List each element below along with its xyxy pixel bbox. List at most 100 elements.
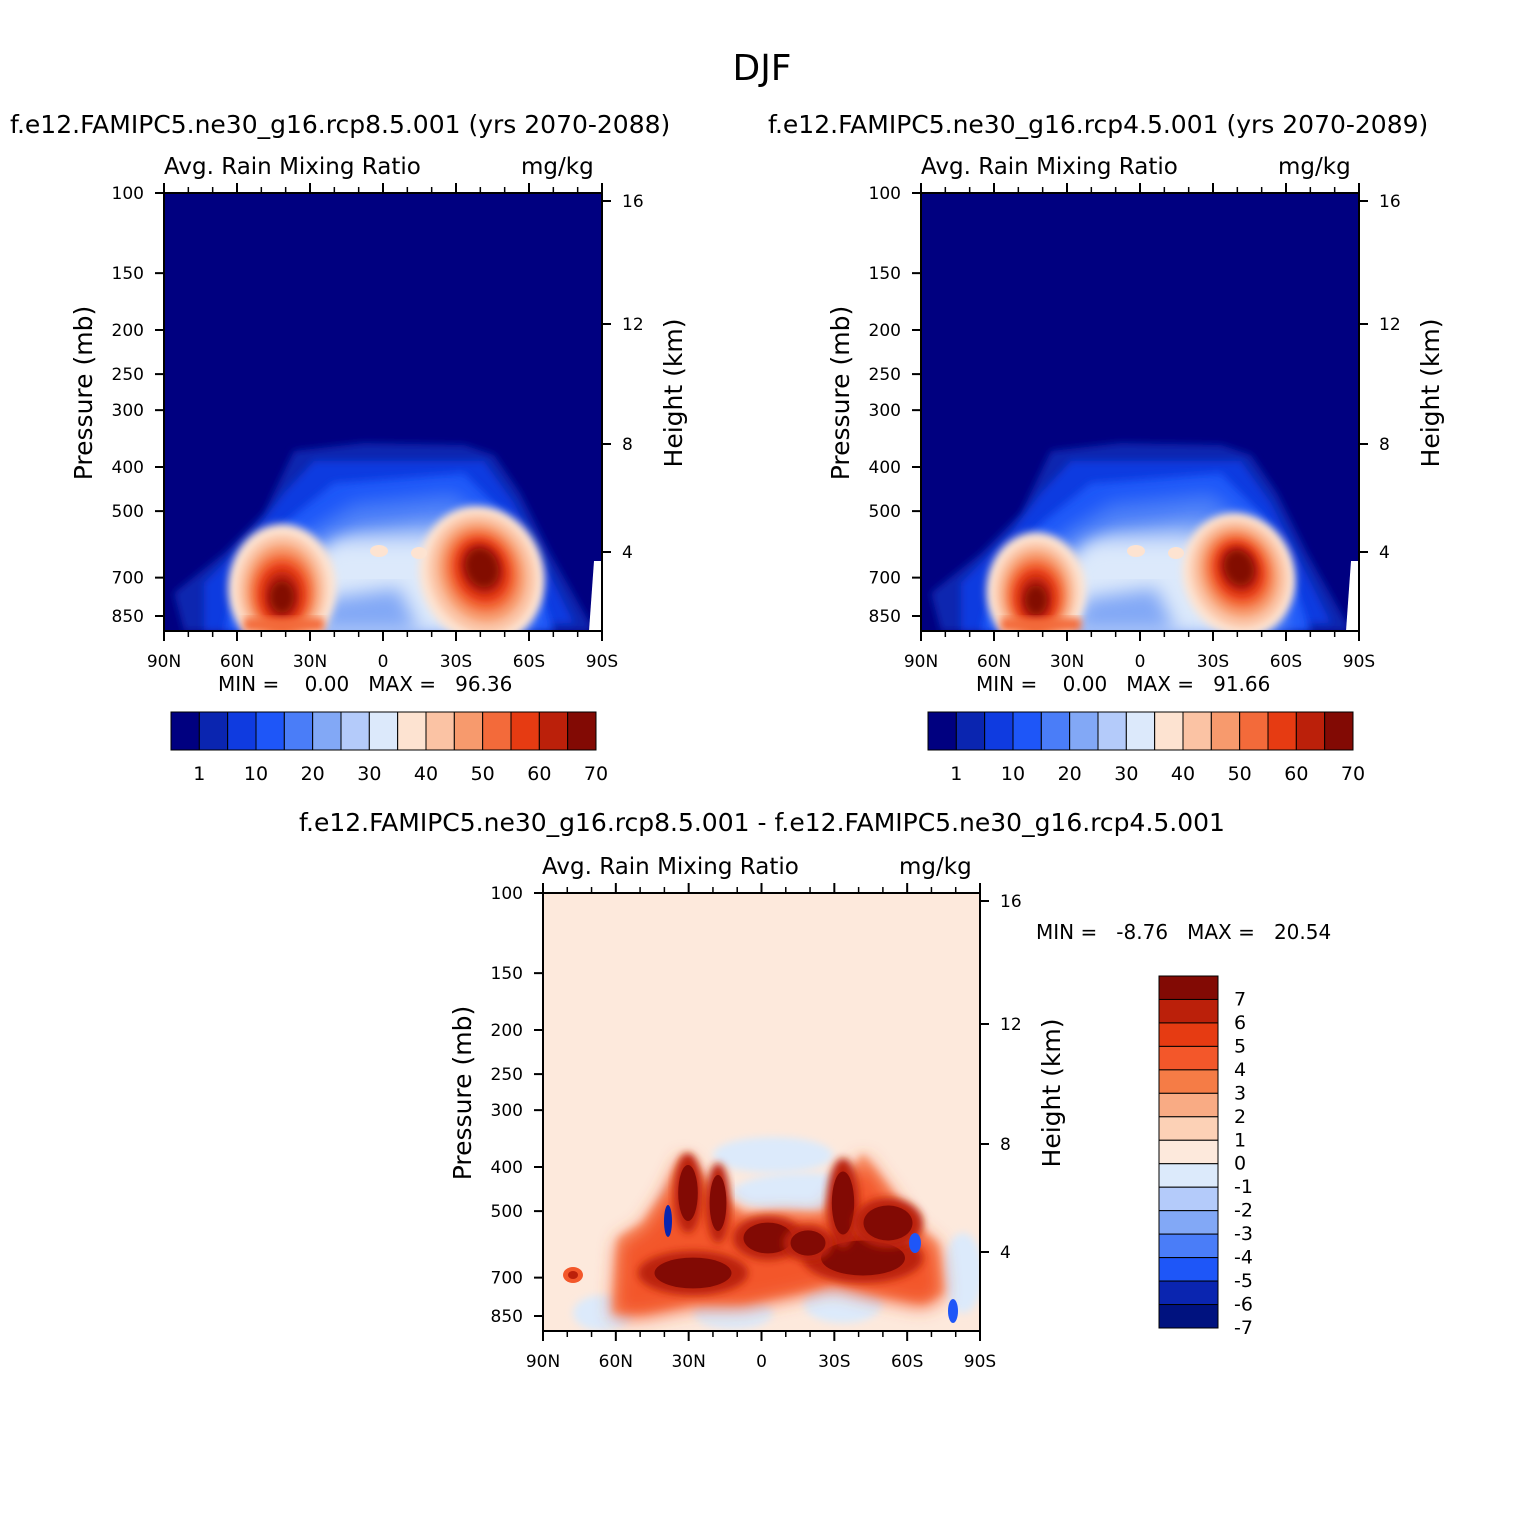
colorbar-d-box [1158, 1210, 1219, 1235]
y-tick-label: 850 [869, 607, 901, 627]
colorbar-d-box [1158, 1139, 1219, 1165]
colorbar-a-box [425, 711, 455, 751]
colorbar-b-label: 50 [1228, 763, 1252, 785]
contour-level-14 [1024, 585, 1048, 615]
y2-tick-label: 12 [622, 315, 644, 335]
colorbar-a-box [255, 711, 285, 751]
y-tick-label: 300 [869, 401, 901, 421]
colorbar-a-label: 1 [193, 763, 205, 785]
y2-tick-label: 8 [1000, 1135, 1011, 1155]
x-tick-label: 0 [1135, 652, 1146, 672]
colorbar-b-box [1182, 711, 1212, 751]
y-tick-label: 500 [869, 502, 901, 522]
y-axis-label: Pressure (mb) [448, 1006, 477, 1180]
colorbar-a-label: 40 [414, 763, 438, 785]
panel-b-plot: 90N 60N 30N 0 30S 60S 90S 100 150 200 250 300 400 500… [826, 183, 1445, 672]
y-axis-label: Pressure (mb) [69, 306, 98, 480]
colorbar-d-label: 6 [1234, 1012, 1246, 1034]
colorbar-b-box [1154, 711, 1184, 751]
colorbar-d-label: 1 [1234, 1129, 1246, 1151]
y-tick-label: 500 [112, 502, 144, 522]
colorbar-a-box [198, 711, 229, 751]
panel-a-plot: 90N 60N 30N 0 30S 60S 90S 100 150 200 250 300 400 500… [69, 183, 688, 672]
y-tick-label: 250 [491, 1065, 523, 1085]
colorbar-b-box [1125, 711, 1156, 751]
colorbar-b-box [1040, 711, 1071, 751]
colorbar-d-label: 5 [1234, 1035, 1246, 1057]
y2-tick-label: 16 [1000, 892, 1022, 912]
contour-level-5 [314, 588, 419, 631]
colorbar-a-box [312, 711, 342, 751]
colorbar-a-box [538, 711, 569, 751]
colorbar-d-box [1158, 1233, 1219, 1259]
contour-level-8 [411, 547, 427, 559]
x-tick-label: 0 [378, 652, 389, 672]
colorbar-b-box [1267, 711, 1297, 751]
y-tick-label: 250 [112, 365, 144, 385]
y2-tick-label: 12 [1379, 315, 1401, 335]
y2-tick-label: 4 [622, 543, 633, 563]
colorbar-b-box [1069, 711, 1099, 751]
y2-axis-label: Height (km) [659, 319, 688, 468]
x-tick-label: 30N [293, 652, 327, 672]
panel-a-units: mg/kg [521, 154, 594, 180]
y2-axis-label: Height (km) [1037, 1019, 1066, 1168]
contour-level-14 [465, 548, 499, 588]
y-tick-label: 100 [491, 884, 523, 904]
colorbar-d-label: 2 [1234, 1106, 1246, 1128]
y-tick-label: 200 [491, 1021, 523, 1041]
colorbar-b-label: 30 [1114, 763, 1138, 785]
colorbar-d-label: 0 [1234, 1153, 1246, 1175]
contour-level-neg1 [713, 1137, 833, 1173]
contour-level-7 [709, 1175, 727, 1231]
contour-field [921, 193, 1359, 631]
x-tick-label: 60N [977, 652, 1011, 672]
x-tick-label: 90N [526, 1352, 560, 1372]
colorbar-d-box [1158, 1045, 1219, 1071]
x-tick-label: 90S [964, 1352, 996, 1372]
colorbar-d-box [1158, 1069, 1219, 1094]
panel-a-variable: Avg. Rain Mixing Ratio [164, 154, 421, 180]
y-tick-label: 300 [112, 401, 144, 421]
x-tick-label: 60S [513, 652, 545, 672]
contour-field [543, 893, 980, 1331]
colorbar-d-label: -2 [1234, 1200, 1253, 1222]
colorbar-a-label: 30 [357, 763, 381, 785]
colorbar-d-box [1158, 1116, 1219, 1141]
colorbar-d-label: -5 [1234, 1270, 1253, 1292]
colorbar-a-box [482, 711, 512, 751]
colorbar-a-box [368, 711, 399, 751]
x-tick-label: 30S [1197, 652, 1229, 672]
colorbar-d-box [1158, 1092, 1219, 1118]
panel-d-min-max: MIN = -8.76 MAX = 20.54 [1036, 920, 1332, 944]
contour-level-6 [568, 1271, 578, 1279]
colorbar-b-box [1295, 711, 1326, 751]
colorbar-a-box [340, 711, 370, 751]
colorbar-b-label: 10 [1001, 763, 1025, 785]
run-b-title: f.e12.FAMIPC5.ne30_g16.rcp4.5.001 (yrs 2… [768, 110, 1429, 139]
missing-data [589, 561, 602, 631]
colorbar-a-box [170, 711, 200, 751]
y-tick-label: 100 [869, 184, 901, 204]
colorbar-b-label: 20 [1058, 763, 1082, 785]
colorbar-b-label: 70 [1341, 763, 1365, 785]
y-tick-label: 400 [112, 458, 144, 478]
contour-level-7 [863, 1205, 913, 1241]
colorbar-b-box [1324, 711, 1354, 751]
y-tick-label: 250 [869, 365, 901, 385]
y-tick-label: 300 [491, 1101, 523, 1121]
colorbar-a-label: 20 [301, 763, 325, 785]
colorbar-a-label: 50 [471, 763, 495, 785]
colorbar-d-label: -6 [1234, 1294, 1253, 1316]
x-tick-label: 30N [671, 1352, 705, 1372]
contour-level-7 [654, 1257, 732, 1289]
panel-b-units: mg/kg [1278, 154, 1351, 180]
colorbar-b-label: 60 [1284, 763, 1308, 785]
colorbar-b-box [1097, 711, 1127, 751]
colorbar-d-box [1158, 1022, 1219, 1047]
y-tick-label: 500 [491, 1202, 523, 1222]
contour-level-14 [1224, 550, 1254, 586]
y2-tick-label: 4 [1000, 1243, 1011, 1263]
y-tick-label: 850 [112, 607, 144, 627]
